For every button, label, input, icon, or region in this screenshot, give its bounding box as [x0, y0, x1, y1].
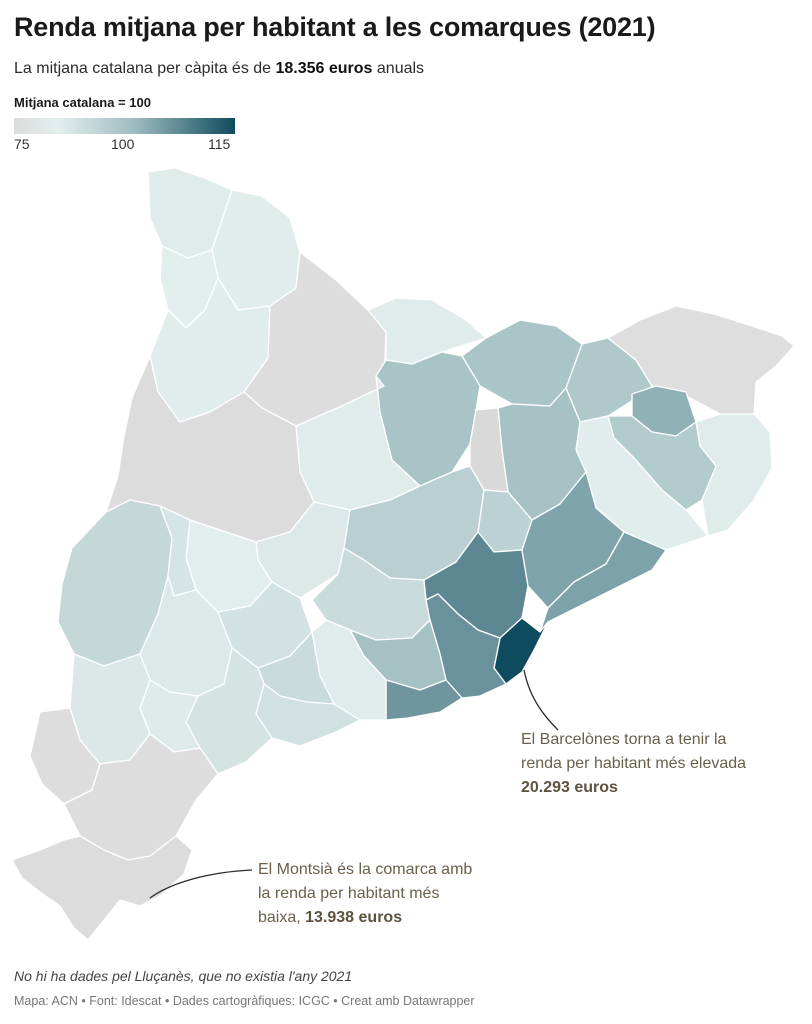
legend-tick-max: 115 — [208, 136, 231, 152]
chart-subtitle: La mitjana catalana per càpita és de 18.… — [14, 60, 424, 78]
annotation-line-barcelones — [523, 669, 559, 731]
chart-title: Renda mitjana per habitant a les comarqu… — [14, 12, 656, 42]
legend-title: Mitjana catalana = 100 — [14, 95, 151, 110]
annotation-montsia: El Montsià és la comarca amb la renda pe… — [258, 858, 472, 930]
subtitle-amount: 18.356 euros — [275, 60, 373, 77]
annotation-montsia-amount: 13.938 euros — [305, 909, 403, 926]
legend-color-bar — [14, 118, 235, 134]
legend-tick-min: 75 — [14, 136, 30, 152]
region-garraf[interactable] — [385, 679, 463, 721]
annotation-barcelones-line1: El Barcelònes torna a tenir la — [521, 731, 727, 748]
annotation-montsia-line1: El Montsià és la comarca amb — [258, 861, 473, 878]
credits: Mapa: ACN • Font: Idescat • Dades cartog… — [14, 994, 475, 1008]
subtitle-suffix: anuals — [372, 60, 425, 77]
region-montsia[interactable] — [11, 835, 193, 941]
subtitle-prefix: La mitjana catalana per càpita és de — [14, 60, 276, 77]
annotation-montsia-line3: baixa, — [258, 909, 306, 926]
annotation-montsia-line2: la renda per habitant més — [258, 885, 440, 902]
annotation-barcelones-amount: 20.293 euros — [521, 779, 618, 796]
legend-tick-mid: 100 — [111, 136, 135, 152]
region-cerdanya[interactable] — [367, 297, 487, 365]
annotation-line-montsia — [149, 869, 253, 899]
footnote: No hi ha dades pel Lluçanès, que no exis… — [14, 968, 353, 984]
annotation-barcelones: El Barcelònes torna a tenir la renda per… — [521, 728, 746, 800]
annotation-barcelones-line2: renda per habitant més elevada — [521, 755, 747, 772]
choropleth-map — [11, 167, 795, 941]
